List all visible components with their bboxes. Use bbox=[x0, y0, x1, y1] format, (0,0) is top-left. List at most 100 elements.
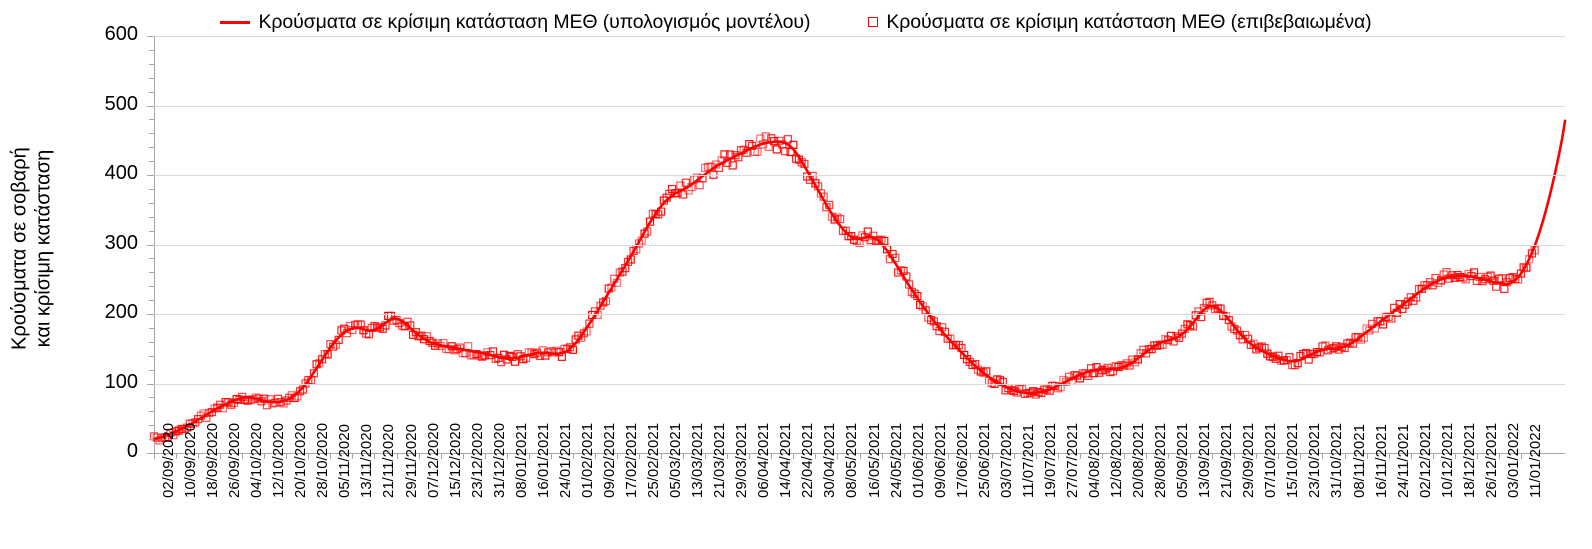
y-axis-label: 600 bbox=[104, 23, 138, 45]
x-axis-label: 26/09/2020 bbox=[226, 422, 244, 498]
x-axis-tick bbox=[198, 453, 200, 459]
x-axis-label: 28/08/2021 bbox=[1152, 422, 1170, 498]
x-axis-label: 17/02/2021 bbox=[622, 422, 640, 498]
data-point-marker bbox=[962, 355, 972, 364]
data-point-marker bbox=[783, 135, 792, 144]
data-point-marker bbox=[1387, 314, 1396, 323]
x-axis-label: 21/11/2020 bbox=[380, 424, 398, 498]
x-axis-tick bbox=[749, 453, 751, 459]
x-axis-tick bbox=[462, 453, 464, 459]
data-point-marker bbox=[772, 145, 781, 154]
x-axis-label: 02/09/2020 bbox=[160, 422, 177, 498]
data-point-marker bbox=[1186, 321, 1195, 330]
x-axis-tick bbox=[440, 453, 442, 459]
x-axis-tick bbox=[1212, 453, 1214, 459]
y-axis-label: 100 bbox=[104, 370, 138, 393]
x-axis-label: 05/09/2021 bbox=[1174, 422, 1192, 498]
x-axis-label: 24/11/2021 bbox=[1394, 424, 1412, 498]
y-axis-minor-tick bbox=[149, 341, 154, 343]
y-axis-tick bbox=[147, 453, 154, 454]
y-axis-label: 400 bbox=[104, 162, 138, 184]
data-point-marker bbox=[880, 236, 889, 246]
data-point-marker bbox=[1525, 255, 1534, 264]
y-axis-minor-tick bbox=[149, 119, 154, 121]
x-axis-tick bbox=[594, 453, 596, 459]
data-point-marker bbox=[566, 343, 575, 352]
y-axis-minor-tick bbox=[149, 216, 154, 218]
x-axis-tick bbox=[1410, 453, 1412, 459]
x-axis-label: 12/08/2021 bbox=[1108, 422, 1126, 498]
x-axis-tick bbox=[286, 453, 288, 459]
x-axis-label: 19/07/2021 bbox=[1041, 422, 1059, 498]
data-point-marker bbox=[599, 298, 608, 307]
x-axis-label: 13/03/2021 bbox=[689, 422, 707, 498]
series-layer bbox=[149, 119, 1567, 445]
data-point-marker bbox=[1133, 355, 1142, 364]
y-axis-minor-tick bbox=[149, 91, 154, 93]
x-axis-tick bbox=[1454, 453, 1456, 459]
data-point-marker bbox=[623, 257, 633, 267]
y-axis-minor-tick bbox=[149, 300, 154, 302]
x-axis-tick bbox=[991, 453, 993, 459]
x-axis-label: 24/01/2021 bbox=[556, 422, 574, 498]
x-axis-label: 15/10/2021 bbox=[1284, 422, 1302, 498]
x-axis-label: 12/10/2020 bbox=[270, 422, 288, 498]
x-axis-tick bbox=[727, 453, 729, 459]
data-point-marker bbox=[1290, 361, 1300, 370]
x-axis-tick bbox=[1168, 453, 1170, 459]
x-axis-tick bbox=[969, 453, 971, 459]
y-axis-title-line1: Κρούσματα σε σοβαρή bbox=[8, 147, 31, 350]
x-axis-tick bbox=[903, 453, 905, 459]
x-axis-tick bbox=[550, 453, 552, 459]
x-axis-tick bbox=[528, 453, 530, 459]
y-axis-tick bbox=[147, 244, 154, 246]
y-axis-minor-tick bbox=[149, 188, 154, 190]
x-axis-label: 08/11/2021 bbox=[1350, 424, 1368, 498]
gridline bbox=[154, 175, 1565, 176]
gridline bbox=[154, 105, 1565, 107]
x-axis-label: 24/05/2021 bbox=[887, 422, 905, 498]
x-axis-label: 09/06/2021 bbox=[931, 422, 949, 498]
y-axis-tick bbox=[147, 36, 154, 37]
data-point-marker bbox=[645, 217, 655, 226]
x-axis-tick bbox=[154, 453, 155, 459]
x-axis-label: 21/09/2021 bbox=[1218, 422, 1236, 498]
y-axis-minor-tick bbox=[149, 425, 154, 427]
x-axis-label: 21/03/2021 bbox=[711, 422, 729, 498]
data-point-marker bbox=[1403, 297, 1413, 306]
x-axis-label: 14/04/2021 bbox=[777, 422, 795, 498]
y-axis-minor-tick bbox=[149, 286, 154, 288]
x-axis-tick bbox=[1057, 453, 1059, 459]
x-axis-label: 10/12/2021 bbox=[1438, 422, 1456, 498]
x-axis-tick bbox=[881, 453, 883, 459]
x-axis-tick bbox=[374, 453, 376, 459]
data-point-marker bbox=[1505, 274, 1514, 283]
legend-item-confirmed[interactable]: Κρούσματα σε κρίσιμη κατάσταση ΜΕΘ (επιβ… bbox=[868, 11, 1372, 34]
x-axis-tick bbox=[1344, 453, 1346, 459]
x-axis-label: 13/11/2020 bbox=[358, 424, 376, 498]
y-axis-minor-tick bbox=[149, 147, 154, 149]
x-axis-tick bbox=[661, 453, 663, 459]
x-axis-label: 10/09/2020 bbox=[182, 422, 200, 498]
data-point-marker bbox=[585, 319, 594, 328]
data-point-marker bbox=[968, 360, 977, 370]
y-axis-minor-tick bbox=[149, 439, 154, 441]
data-point-marker bbox=[1486, 271, 1495, 280]
x-axis-label: 31/12/2020 bbox=[490, 422, 508, 498]
data-point-marker bbox=[1177, 329, 1187, 338]
x-axis-tick bbox=[837, 453, 839, 459]
gridline bbox=[154, 383, 1565, 385]
y-axis-minor-tick bbox=[149, 133, 154, 135]
gridline bbox=[154, 36, 1565, 37]
data-point-marker bbox=[676, 181, 685, 190]
data-point-marker bbox=[910, 289, 919, 298]
plot-area: 0 100 200 300 400 500 600 02/09/2020 10/09/2020 1… bbox=[105, 23, 1567, 498]
data-point-marker bbox=[863, 227, 872, 236]
x-axis-tick bbox=[1322, 453, 1324, 459]
x-axis-label: 07/12/2020 bbox=[424, 422, 442, 498]
data-point-marker bbox=[841, 226, 850, 235]
legend-item-model[interactable]: Κρούσματα σε κρίσιμη κατάσταση ΜΕΘ (υπολ… bbox=[220, 11, 810, 34]
data-point-marker bbox=[929, 317, 939, 326]
x-axis-label: 11/07/2021 bbox=[1019, 424, 1037, 498]
y-axis-minor-tick bbox=[149, 49, 154, 51]
